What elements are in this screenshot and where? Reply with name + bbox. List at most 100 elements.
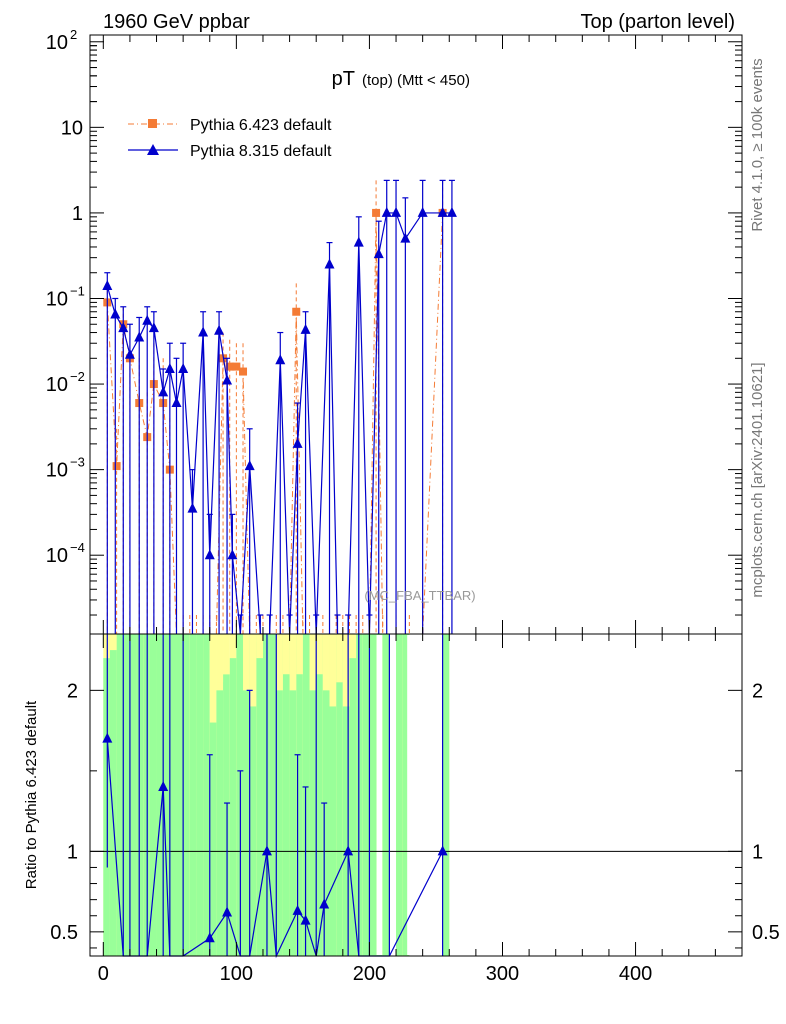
main-ytick-label: 10 [46,374,68,396]
ratio-band-green-bin [216,690,224,956]
ratio-band-green-bin [342,634,350,956]
pythia6-line [106,212,444,635]
ratio-band-yellow-bin [256,634,263,659]
ratio-band-yellow-bin [243,634,250,691]
main-frame [89,34,743,635]
pythia8-point [102,279,113,290]
ratio-ytick-label: 0.5 [50,922,78,944]
ratio-band-green-bin [442,634,450,956]
main-ytick-label: 1 [72,203,83,225]
ratio-band-green-bin [302,634,310,956]
ratio-band-green-bin [322,634,330,956]
main-ytick-label: 10 [46,545,68,567]
ratio-band-gap [376,635,383,955]
pythia8-point [400,232,411,243]
x-tick-label: 0 [98,963,109,985]
pythia6-point [292,307,301,316]
pythia6-point [372,208,381,217]
legend: Pythia 6.423 default Pythia 8.315 defaul… [128,117,332,160]
ratio-band-yellow-bin [322,634,330,691]
main-ytick-exponent: −1 [70,283,85,298]
ratio-band-green-bin [402,634,410,956]
legend-label-pythia8: Pythia 8.315 default [190,143,332,160]
pythia8-point [158,386,169,397]
ratio-band-green-bin [396,634,403,956]
pythia8-point [275,354,286,365]
legend-marker-pythia6 [148,119,157,128]
ratio-band-green-bin [196,634,204,956]
ratio-band-green-bin [203,634,210,956]
pythia8-point [381,206,392,217]
ratio-band-green-bin [176,634,184,956]
ratio-band-green-bin [362,634,370,956]
pythia6-point [239,367,248,376]
rivet-label: Rivet 4.1.0, ≥ 100k events [749,58,766,231]
ratio-band-green-bin [289,634,297,956]
ratio-band-green-bin [189,634,197,956]
ratio-point [222,906,233,917]
pythia8-point [171,397,182,408]
main-ytick-label: 10 [46,460,68,482]
ratio-band-green-bin [109,634,117,956]
ratio-band-yellow-bin [276,634,283,691]
pythia8-point [164,362,175,373]
ratio-band-yellow-bin [249,634,257,707]
main-panel: (MC_FBA_TTBAR) pT (top) (Mtt < 450) 10 21… [46,27,743,635]
ratio-band-gap [407,635,439,955]
ratio-band-green-bin [129,634,137,956]
ratio-y-ticks: 0.5 0.5 1 1 2 2 [50,680,780,949]
ratio-band-yellow-bin [309,634,317,691]
pythia8-point [204,549,215,560]
ratio-band-gap [389,635,396,955]
pythia8-point [110,308,121,319]
pythia8-point [391,206,402,217]
pythia8-point [198,326,209,337]
ratio-band-green-bin [149,634,157,956]
ratio-band-green-bin [229,658,237,956]
ratio-band-green-bin [349,634,357,956]
ratio-band-green-bin [236,634,244,956]
ratio-band-green-bin [123,634,130,956]
pythia8-point [373,248,384,259]
pythia8-point [214,324,225,335]
ratio-ytick-label: 1 [67,841,78,863]
pythia8-point [134,331,145,342]
pythia8-point [124,348,135,359]
pythia6-point [232,362,241,371]
ratio-band-yellow-bin [296,634,303,675]
ratio-band-green-bin [276,634,283,956]
ratio-point [102,732,113,743]
ratio-band-green-bin [329,634,337,956]
ratio-band-yellow-bin [209,634,217,691]
pythia8-point [300,323,311,334]
main-ytick-label: 10 [46,288,68,310]
ratio-point [158,780,169,791]
ratio-band-yellow-bin [282,634,290,675]
ratio-band-yellow-bin [223,634,230,675]
ratio-band-green-bin [336,634,343,956]
main-ytick-exponent: −3 [70,455,85,470]
x-tick-label: 300 [486,963,519,985]
main-ytick-exponent: 2 [70,27,77,42]
ratio-band-yellow-bin [316,634,323,675]
ratio-band-yellow-bin [349,634,357,659]
plot-title: pT [332,68,355,90]
main-ytick-label: 10 [61,117,83,139]
x-tick-label: 200 [353,963,386,985]
ratio-point [292,904,303,915]
pythia8-point [118,322,129,333]
pythia8-point [142,314,153,325]
pythia8-point [178,362,189,373]
main-ytick-label: 10 [46,32,68,54]
pythia8-line [106,212,452,635]
ratio-point [300,914,311,925]
ratio-point [343,845,354,856]
pythia8-point [148,322,159,333]
pythia8-point [324,258,335,269]
ratio-point [204,932,215,943]
pythia8-point [227,549,238,560]
main-ytick-exponent: −4 [70,540,85,555]
ratio-band-green-bin [243,634,250,956]
ratio-band-green-bin [262,634,270,956]
